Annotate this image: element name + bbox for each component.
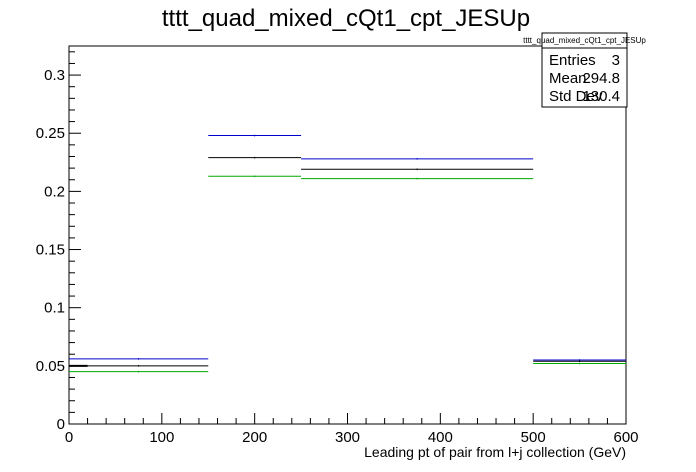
y-tick-label: 0.25: [36, 125, 65, 142]
series-2: [69, 175, 626, 373]
x-tick-label: 400: [428, 429, 453, 446]
x-tick-label: 200: [242, 429, 267, 446]
histogram-series: [69, 134, 626, 373]
stats-entries-label: Entries: [549, 52, 596, 69]
series-0: [69, 134, 626, 361]
chart-title: tttt_quad_mixed_cQt1_cpt_JESUp: [162, 5, 530, 32]
stats-stddev-label: Std Dev: [549, 88, 603, 105]
y-tick-label: 0.1: [44, 300, 65, 317]
stats-mean-label: Mean: [549, 70, 587, 87]
stats-entries-value: 3: [612, 52, 620, 69]
x-axis: 0 100 200 300 400 500 600: [65, 413, 639, 446]
x-axis-title: Leading pt of pair from l+j collection (…: [364, 444, 626, 460]
y-tick-label: 0.3: [44, 67, 65, 84]
x-tick-label: 500: [521, 429, 546, 446]
x-tick-label: 300: [335, 429, 360, 446]
y-tick-label: 0: [57, 416, 65, 433]
x-tick-label: 0: [65, 429, 73, 446]
y-axis: 0 0.05 0.1 0.15 0.2 0.25 0.3: [36, 51, 81, 433]
stats-box-frame: [541, 32, 628, 108]
y-tick-label: 0.2: [44, 183, 65, 200]
stats-box-title: tttt_quad_mixed_cQt1_cpt_JESUp: [523, 36, 646, 45]
y-tick-label: 0.15: [36, 242, 65, 259]
stats-mean-value: 294.8: [582, 70, 620, 87]
series-1: [69, 156, 626, 367]
stats-stddev-value: 130.4: [582, 88, 620, 105]
y-tick-label: 0.05: [36, 358, 65, 375]
stats-box: tttt_quad_mixed_cQt1_cpt_JESUp Entries 3…: [523, 32, 646, 108]
x-tick-label: 600: [613, 429, 638, 446]
x-tick-label: 100: [149, 429, 174, 446]
